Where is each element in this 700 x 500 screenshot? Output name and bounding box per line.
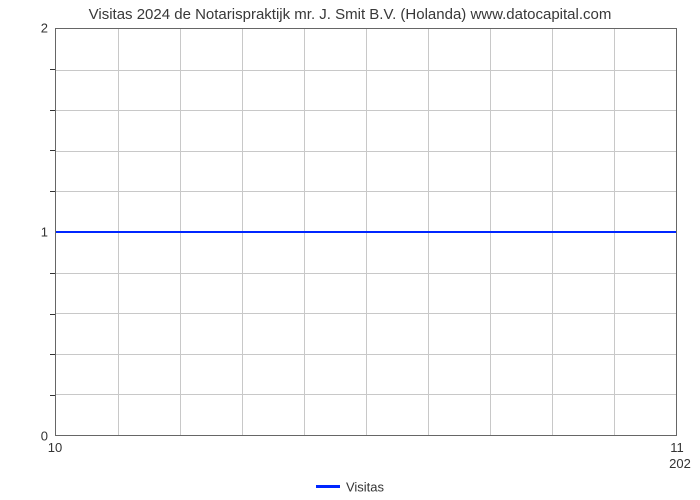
legend-label-visitas: Visitas	[346, 479, 384, 494]
legend: Visitas	[0, 478, 700, 496]
x-tick-label: 11	[670, 440, 684, 455]
legend-swatch-visitas	[316, 485, 340, 488]
gridline-h	[56, 70, 676, 71]
chart-container: Visitas 2024 de Notarispraktijk mr. J. S…	[0, 0, 700, 500]
gridline-h	[56, 273, 676, 274]
x-tick-label: 10	[48, 440, 62, 455]
gridline-h	[56, 313, 676, 314]
gridline-h	[56, 110, 676, 111]
y-tick-label: 1	[41, 225, 48, 240]
y-tick-label: 2	[41, 21, 48, 36]
x-sub-label: 202	[669, 456, 691, 471]
gridline-h	[56, 191, 676, 192]
gridline-h	[56, 394, 676, 395]
gridline-h	[56, 151, 676, 152]
plot-area	[55, 28, 677, 436]
gridline-h	[56, 354, 676, 355]
series-visitas-line	[56, 231, 676, 233]
chart-title: Visitas 2024 de Notarispraktijk mr. J. S…	[0, 6, 700, 23]
